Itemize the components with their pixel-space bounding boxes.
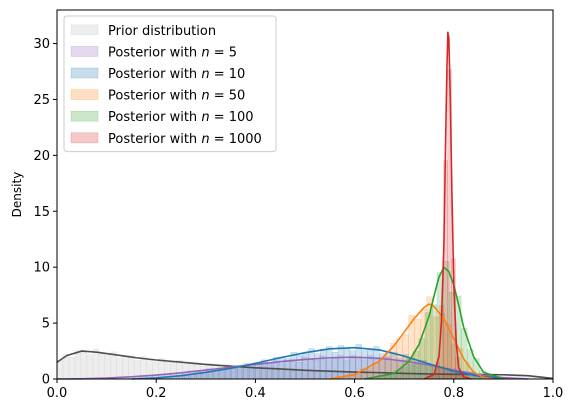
legend-entry: Posterior with n = 100	[108, 110, 254, 125]
legend-swatch	[71, 133, 98, 143]
legend-entry: Posterior with n = 50	[108, 89, 245, 104]
hist-bar	[75, 350, 81, 379]
y-tick-label: 15	[33, 205, 50, 220]
hist-bar	[238, 367, 244, 379]
hist-bar	[232, 368, 238, 379]
hist-bar	[57, 360, 63, 379]
legend-swatch	[71, 25, 98, 35]
hist-bar	[220, 371, 226, 379]
legend-entry: Prior distribution	[108, 24, 216, 39]
hist-bar	[297, 355, 303, 379]
y-tick-label: 10	[33, 261, 50, 276]
hist-bar	[279, 357, 285, 379]
hist-bar	[93, 349, 99, 379]
hist-bar	[344, 348, 350, 379]
hist-bar	[314, 354, 320, 379]
hist-bar	[267, 362, 273, 379]
hist-bar	[99, 354, 105, 379]
hist-bar	[123, 356, 129, 379]
x-tick-label: 1.0	[543, 386, 564, 401]
hist-bar	[425, 313, 431, 379]
y-tick-label: 30	[33, 37, 50, 52]
hist-bar	[326, 347, 332, 379]
legend-swatch	[71, 90, 98, 100]
y-tick-label: 0	[42, 373, 50, 388]
hist-bar	[117, 358, 123, 379]
y-tick-label: 25	[33, 93, 50, 108]
hist-bar	[69, 357, 75, 379]
y-axis-title: Density	[10, 172, 24, 218]
x-tick-label: 0.8	[443, 386, 464, 401]
x-tick-label: 0.6	[344, 386, 365, 401]
legend-swatch	[71, 68, 98, 78]
hist-bar	[332, 352, 338, 379]
legend-swatch	[71, 111, 98, 121]
hist-bar	[291, 352, 297, 379]
legend-entry: Posterior with n = 10	[108, 67, 245, 82]
x-tick-label: 0.0	[47, 386, 68, 401]
hist-bar	[303, 354, 309, 379]
hist-bar	[105, 355, 111, 379]
hist-bar	[202, 373, 208, 379]
hist-bar	[413, 351, 419, 379]
hist-bar	[338, 346, 344, 379]
hist-bar	[309, 349, 315, 379]
hist-bar	[81, 350, 87, 379]
hist-bar	[111, 352, 117, 379]
legend-entry: Posterior with n = 5	[108, 45, 237, 60]
hist-bar	[129, 355, 135, 379]
x-axis: 0.0 0.2 0.4 0.6 0.8 1.0	[47, 379, 564, 401]
x-tick-label: 0.2	[146, 386, 167, 401]
hist-bar	[87, 355, 93, 379]
legend-entry: Posterior with n = 1000	[108, 132, 262, 147]
hist-bar	[320, 349, 326, 379]
y-tick-label: 5	[42, 317, 50, 332]
x-tick-label: 0.4	[245, 386, 266, 401]
legend: Prior distribution Posterior with n = 5 Po…	[64, 16, 276, 152]
y-tick-label: 20	[33, 149, 50, 164]
y-axis: 0 5 10 15 20 25 30	[33, 37, 57, 387]
legend-swatch	[71, 46, 98, 56]
